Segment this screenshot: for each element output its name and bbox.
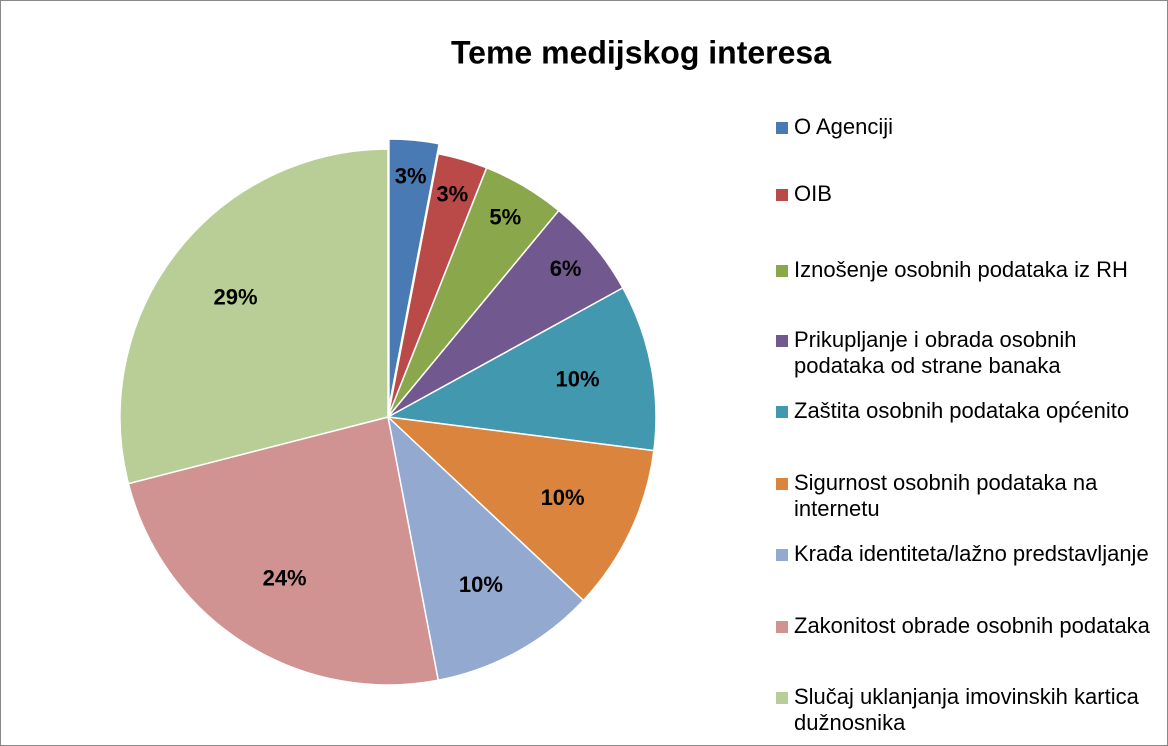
legend-item: Iznošenje osobnih podataka iz RH [776, 257, 1156, 283]
legend-label: Zakonitost obrade osobnih podataka [794, 613, 1150, 638]
legend-item: Krađa identiteta/lažno predstavljanje [776, 541, 1156, 567]
legend-swatch [776, 189, 788, 201]
pie-slice [127, 416, 440, 686]
data-label: 10% [556, 367, 600, 392]
legend-item: OIB [776, 181, 1156, 207]
legend-swatch [776, 621, 788, 633]
legend-swatch [776, 692, 788, 704]
pie-slice [388, 138, 441, 408]
legend-item: Prikupljanje i obrada osobnih podataka o… [776, 327, 1156, 379]
legend-label: Iznošenje osobnih podataka iz RH [794, 257, 1128, 282]
data-label: 5% [489, 204, 521, 229]
pie-slice [119, 148, 389, 485]
legend-label: O Agenciji [794, 114, 894, 139]
legend-label: Krađa identiteta/lažno predstavljanje [794, 541, 1149, 566]
legend-item: Slučaj uklanjanja imovinskih kartica duž… [776, 684, 1156, 736]
data-label: 24% [263, 566, 307, 591]
legend-item: Zakonitost obrade osobnih podataka [776, 613, 1156, 639]
pie-slice [385, 286, 657, 452]
data-label: 29% [214, 285, 258, 310]
data-label: 3% [436, 181, 468, 206]
legend-label: OIB [794, 181, 832, 206]
legend-item: Sigurnost osobnih podataka na internetu [776, 470, 1156, 522]
legend-swatch [776, 122, 788, 134]
legend-label: Zaštita osobnih podataka općenito [794, 398, 1130, 423]
legend-swatch [776, 335, 788, 347]
chart-title: Teme medijskog interesa [451, 34, 831, 70]
data-label: 6% [550, 256, 582, 281]
legend-item: O Agenciji [776, 114, 1156, 140]
legend-label: Slučaj uklanjanja imovinskih kartica duž… [794, 684, 1139, 735]
legend-label: Prikupljanje i obrada osobnih podataka o… [794, 327, 1077, 378]
legend-swatch [776, 406, 788, 418]
legend-label: Sigurnost osobnih podataka na internetu [794, 470, 1098, 521]
legend-swatch [776, 265, 788, 277]
pie-slice [385, 415, 655, 602]
data-label: 10% [459, 572, 503, 597]
legend-swatch [776, 549, 788, 561]
pie-slice [386, 414, 585, 682]
legend-swatch [776, 478, 788, 490]
data-label: 3% [395, 163, 427, 188]
legend-item: Zaštita osobnih podataka općenito [776, 398, 1156, 424]
data-label: 10% [541, 485, 585, 510]
